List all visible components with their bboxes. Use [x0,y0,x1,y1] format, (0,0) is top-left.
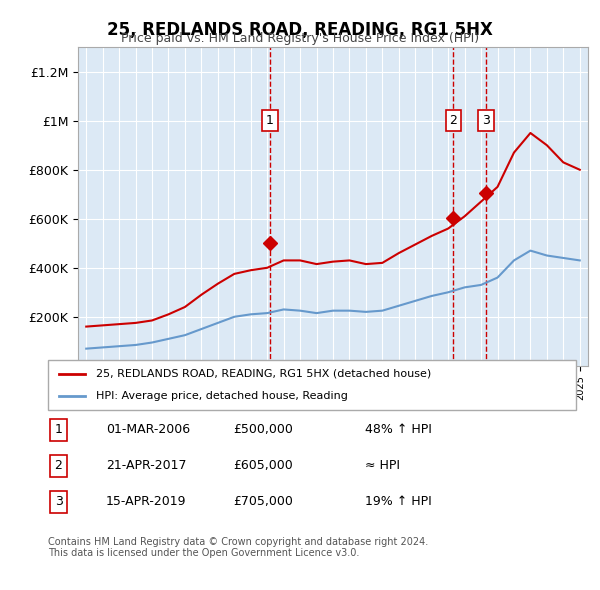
Text: 21-APR-2017: 21-APR-2017 [106,459,187,472]
Text: 1: 1 [266,114,274,127]
Text: 19% ↑ HPI: 19% ↑ HPI [365,495,431,508]
Text: £605,000: £605,000 [233,459,293,472]
Text: 3: 3 [55,495,62,508]
Text: Contains HM Land Registry data © Crown copyright and database right 2024.
This d: Contains HM Land Registry data © Crown c… [48,537,428,559]
Text: 48% ↑ HPI: 48% ↑ HPI [365,423,431,436]
Text: 1: 1 [55,423,62,436]
Text: £705,000: £705,000 [233,495,293,508]
Text: 15-APR-2019: 15-APR-2019 [106,495,187,508]
Text: 25, REDLANDS ROAD, READING, RG1 5HX (detached house): 25, REDLANDS ROAD, READING, RG1 5HX (det… [95,369,431,379]
Text: ≈ HPI: ≈ HPI [365,459,400,472]
FancyBboxPatch shape [48,360,576,410]
Text: 01-MAR-2006: 01-MAR-2006 [106,423,190,436]
Text: 2: 2 [449,114,457,127]
Text: £500,000: £500,000 [233,423,293,436]
Text: 3: 3 [482,114,490,127]
Text: 25, REDLANDS ROAD, READING, RG1 5HX: 25, REDLANDS ROAD, READING, RG1 5HX [107,21,493,39]
Text: 2: 2 [55,459,62,472]
Text: Price paid vs. HM Land Registry's House Price Index (HPI): Price paid vs. HM Land Registry's House … [121,32,479,45]
Text: HPI: Average price, detached house, Reading: HPI: Average price, detached house, Read… [95,391,347,401]
